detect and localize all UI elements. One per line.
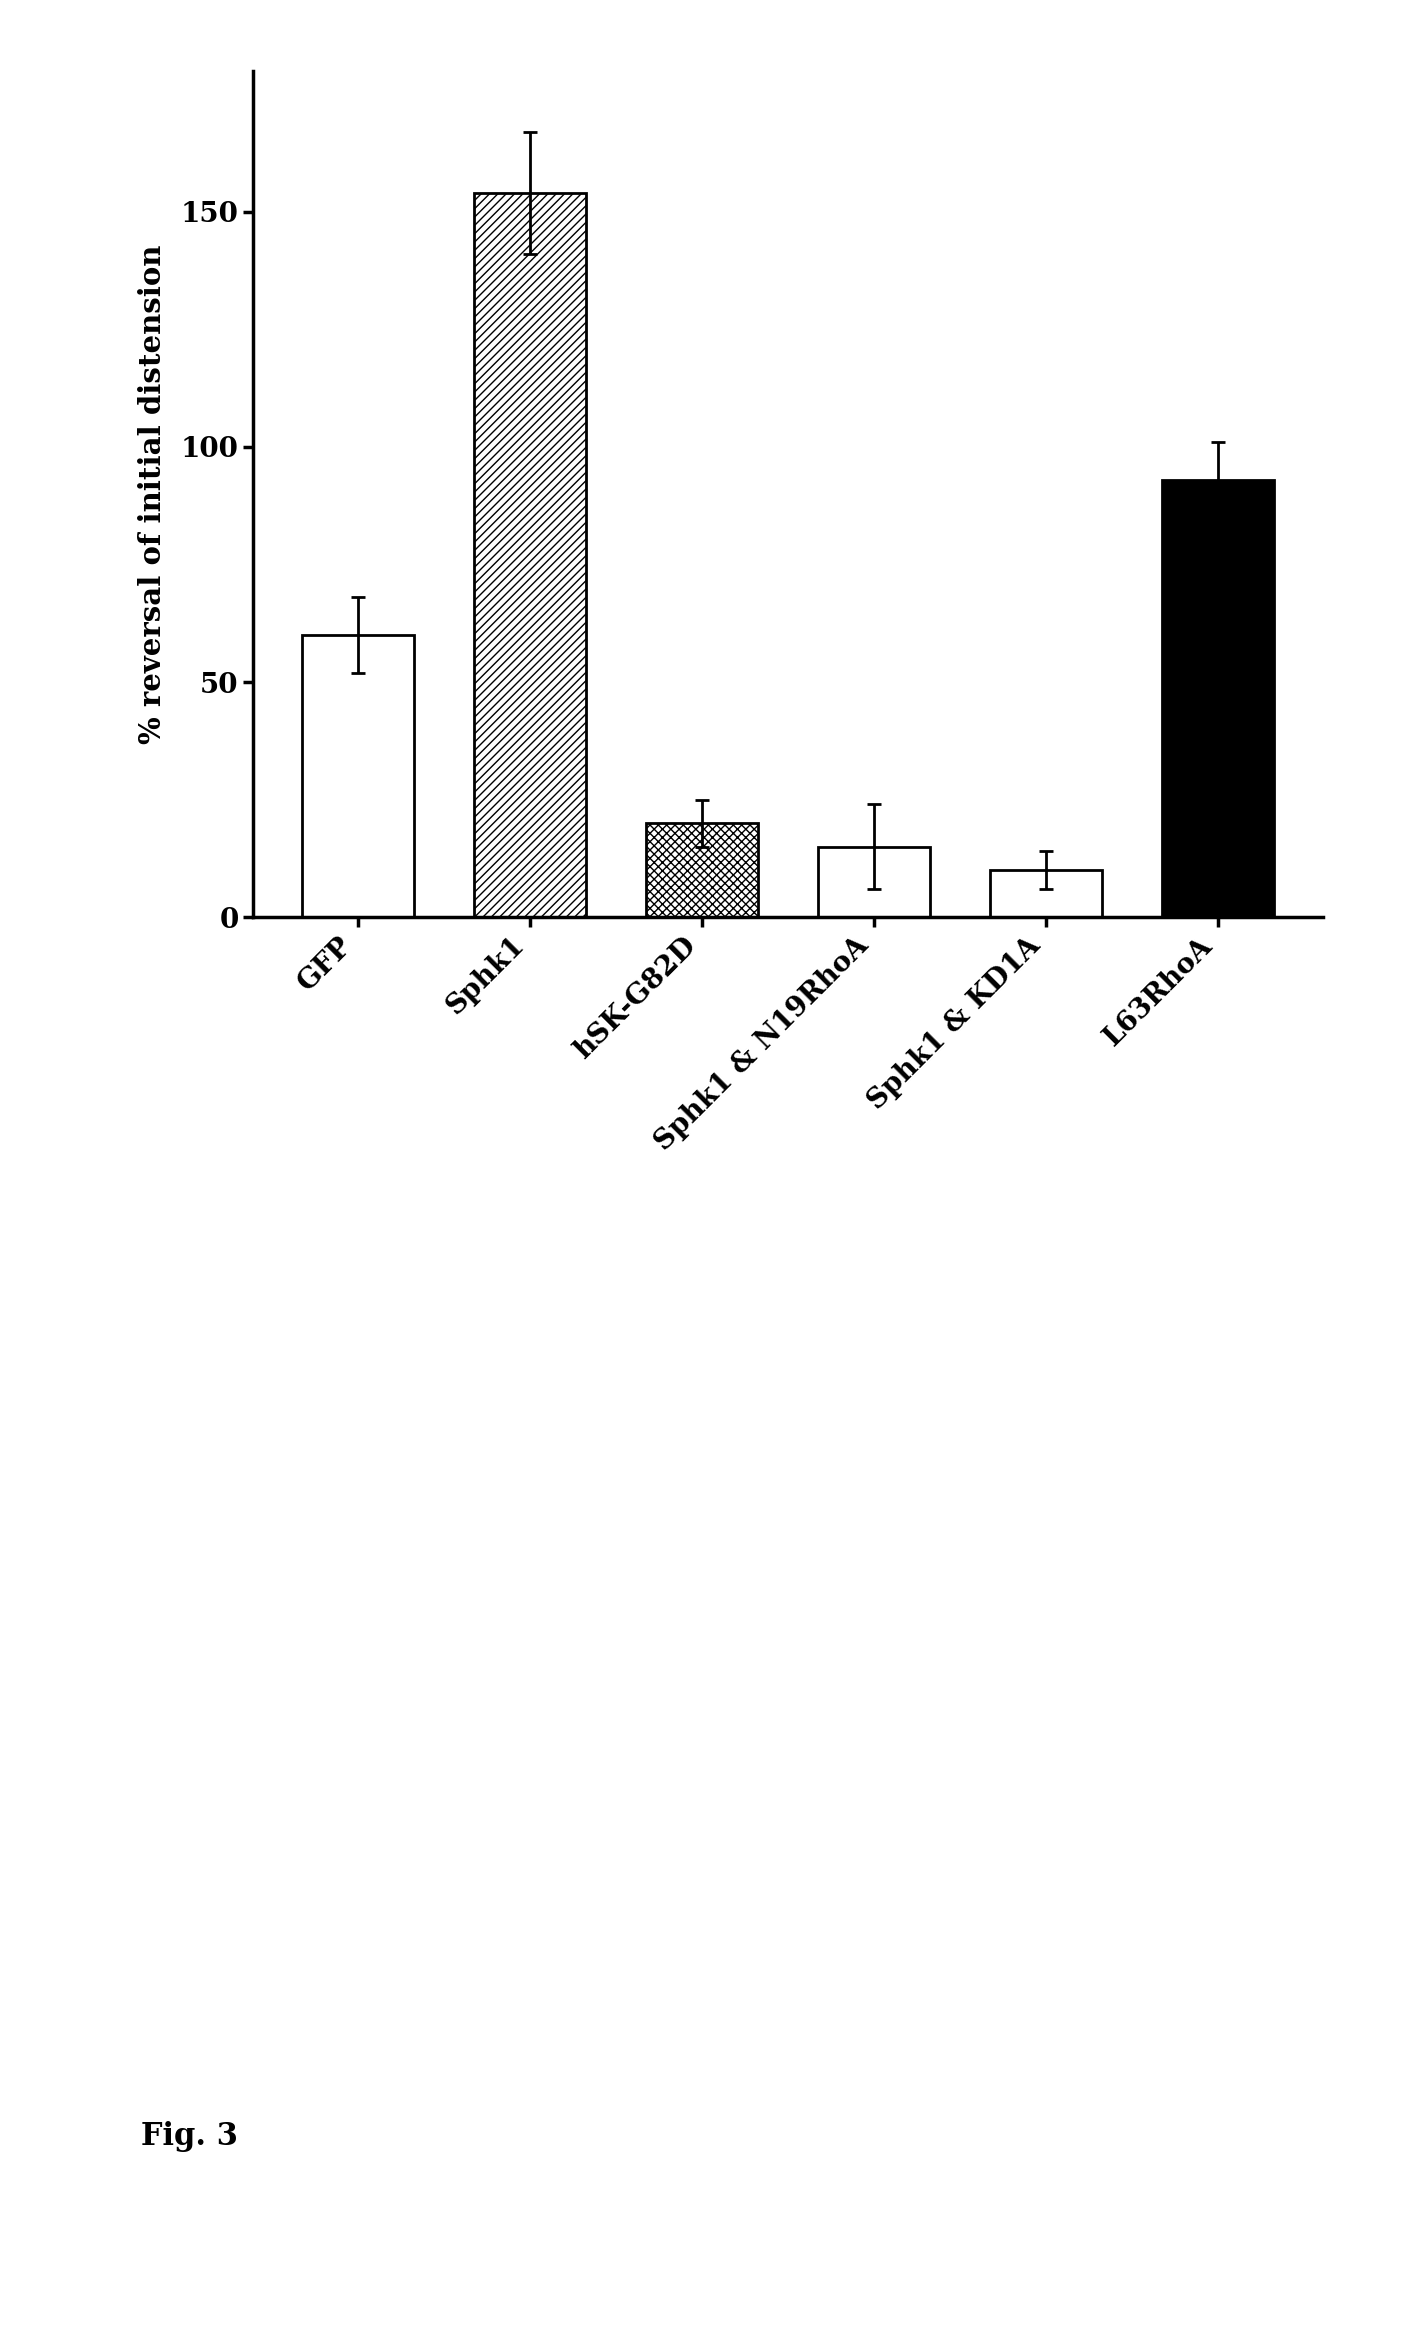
Bar: [817, 847, 930, 917]
Y-axis label: % reversal of initial distension: % reversal of initial distension: [138, 245, 167, 743]
Bar: [1162, 480, 1273, 917]
Text: Fig. 3: Fig. 3: [141, 2122, 238, 2152]
Bar: [474, 193, 585, 917]
Bar: [646, 823, 758, 917]
Bar: [991, 870, 1102, 917]
Bar: [303, 635, 414, 917]
